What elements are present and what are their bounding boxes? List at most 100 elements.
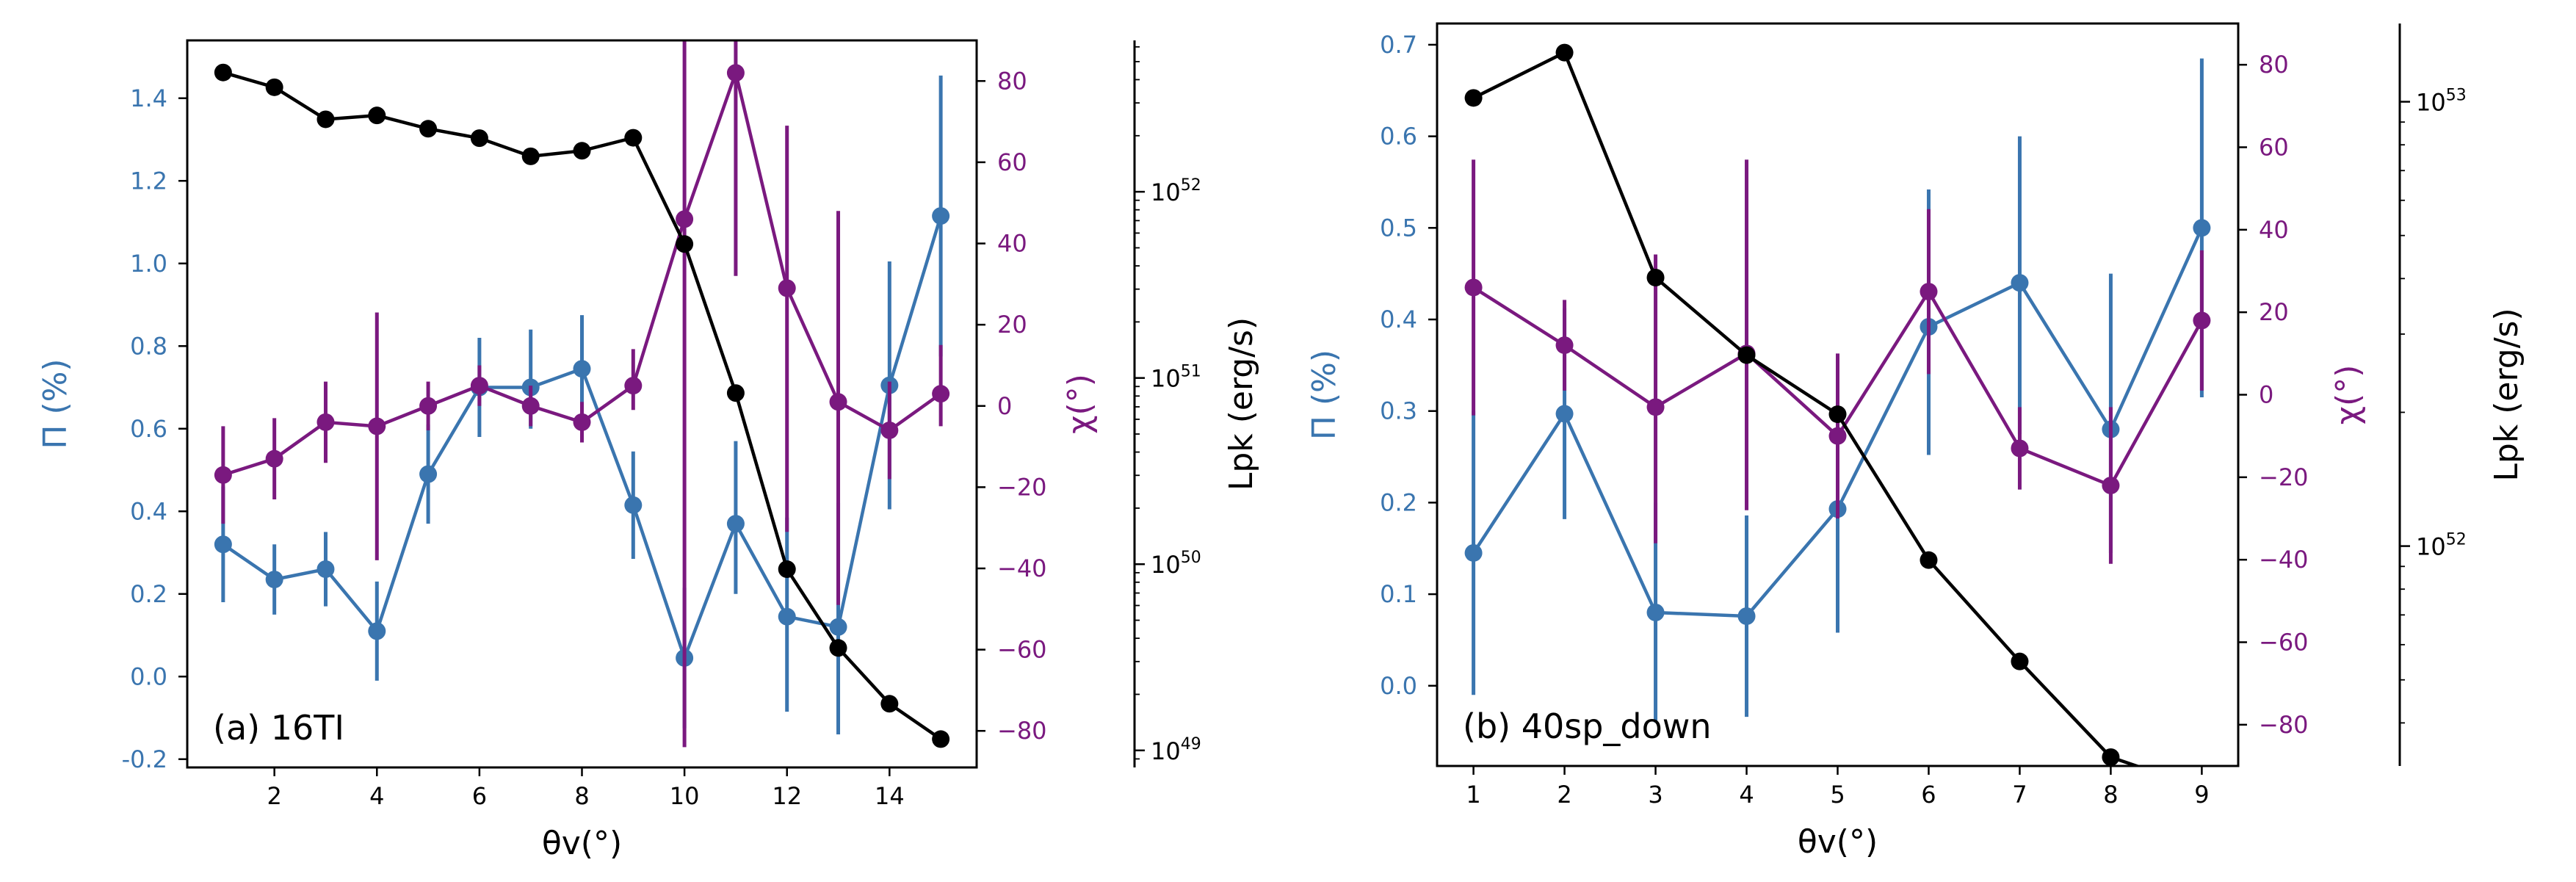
x-tick-label: 2 xyxy=(267,782,281,810)
pi-point xyxy=(1737,607,1756,626)
pi-point xyxy=(419,465,438,483)
panel-b: 1 2 3 4 5 6 7 8 9 θv(°) 0.0 0.1 0.2 0.3 0.4 0.5 0.6 0.7 Π … xyxy=(1306,22,2525,861)
chi-point xyxy=(676,210,694,228)
pi-tick-label: 0.5 xyxy=(1380,214,1417,242)
chi-tick-label: 20 xyxy=(2259,298,2289,326)
chi-point xyxy=(1464,278,1483,297)
pi-point xyxy=(2193,219,2211,237)
lpk-axis-label: Lpk (erg/s) xyxy=(2488,308,2525,481)
series-lpk xyxy=(214,63,950,748)
chi-point xyxy=(470,377,488,395)
x-tick-label: 3 xyxy=(1648,781,1663,809)
lpk-tick-label: 1053 xyxy=(2416,87,2467,117)
pi-point xyxy=(2011,274,2029,292)
pi-tick-label: 1.4 xyxy=(130,84,167,112)
lpk-point xyxy=(1646,269,1665,287)
pi-tick-label: 0.4 xyxy=(1380,306,1417,333)
pi-tick-label: 0.2 xyxy=(130,580,167,608)
lpk-point xyxy=(368,106,386,125)
pi-tick-label: 0.0 xyxy=(1380,672,1417,700)
chi-point xyxy=(1920,283,1938,301)
chi-tick-label: −40 xyxy=(2259,546,2309,574)
chi-point xyxy=(2011,439,2029,458)
chi-tick-label: −40 xyxy=(997,554,1047,582)
x-tick-label: 4 xyxy=(1739,781,1754,809)
chi-tick-label: −60 xyxy=(997,636,1047,664)
lpk-point xyxy=(624,129,643,147)
pi-tick-label: 0.7 xyxy=(1380,31,1417,59)
chi-tick-label: −60 xyxy=(2259,629,2309,657)
series-lpk xyxy=(1464,43,2142,766)
pi-point xyxy=(316,560,335,578)
lpk-point xyxy=(778,560,796,579)
lpk-tick-label: 1051 xyxy=(1151,363,1201,393)
plot-area xyxy=(214,40,950,748)
chi-point xyxy=(932,385,950,403)
lpk-tick-label: 1049 xyxy=(1151,735,1201,765)
pi-point xyxy=(932,207,950,225)
chi-point xyxy=(880,421,899,439)
lpk-point xyxy=(1737,346,1756,364)
chi-point xyxy=(316,413,335,431)
chi-point xyxy=(265,449,283,468)
lpk-tick-base: 10 xyxy=(1151,737,1181,765)
pi-point xyxy=(1646,604,1665,622)
x-axis-label: θv(°) xyxy=(542,825,622,862)
chi-point xyxy=(624,377,643,395)
x-tick-label: 6 xyxy=(1921,781,1936,809)
lpk-point xyxy=(214,63,232,82)
chi-tick-label: 60 xyxy=(997,148,1027,176)
lpk-tick-base: 10 xyxy=(1151,551,1181,579)
chi-tick-label: −80 xyxy=(997,717,1047,745)
lpk-point xyxy=(676,235,694,253)
lpk-point xyxy=(573,142,591,160)
lpk-point xyxy=(726,384,745,402)
x-tick-label: 1 xyxy=(1466,781,1480,809)
chi-point xyxy=(2102,477,2120,495)
lpk-tick-base: 10 xyxy=(1151,365,1181,393)
lpk-point xyxy=(1920,551,1938,569)
chi-point xyxy=(573,413,591,431)
chi-tick-label: 20 xyxy=(997,311,1027,339)
lpk-tick-label: 1052 xyxy=(2416,531,2467,561)
panel-label: (a) 16TI xyxy=(213,708,344,748)
chi-tick-label: 40 xyxy=(2259,216,2289,244)
pi-point xyxy=(778,607,796,626)
x-tick-label: 7 xyxy=(2012,781,2027,809)
lpk-point xyxy=(1555,43,1574,62)
chi-point xyxy=(1555,336,1574,355)
lpk-point xyxy=(2102,748,2120,766)
pi-point xyxy=(726,515,745,533)
lpk-tick-exponent: 52 xyxy=(2446,531,2467,549)
series-chi xyxy=(214,40,950,748)
chi-tick-label: −20 xyxy=(2259,463,2309,491)
pi-tick-label: 0.8 xyxy=(130,332,167,360)
chi-point xyxy=(726,64,745,82)
chi-point xyxy=(1646,398,1665,416)
x-tick-label: 5 xyxy=(1830,781,1845,809)
lpk-point xyxy=(1464,89,1483,107)
x-tick-label: 12 xyxy=(772,782,802,810)
lpk-tick-label: 1052 xyxy=(1151,176,1201,206)
chi-axis-label: χ(°) xyxy=(1061,374,1099,434)
chi-tick-label: −20 xyxy=(997,473,1047,501)
chi-point xyxy=(368,417,386,435)
x-tick-label: 14 xyxy=(875,782,905,810)
lpk-tick-exponent: 51 xyxy=(1181,363,1201,381)
lpk-point xyxy=(419,120,438,138)
lpk-point xyxy=(2011,652,2029,670)
chi-point xyxy=(521,397,540,415)
lpk-tick-base: 10 xyxy=(2416,533,2446,561)
chi-tick-label: 0 xyxy=(2259,381,2273,409)
lpk-axis-label: Lpk (erg/s) xyxy=(1223,317,1260,491)
pi-tick-label: 1.2 xyxy=(130,167,167,195)
lpk-point xyxy=(521,147,540,165)
pi-tick-label: 0.0 xyxy=(130,662,167,690)
pi-point xyxy=(1464,543,1483,562)
series-chi xyxy=(1464,159,2211,564)
chi-point xyxy=(778,279,796,297)
pi-point xyxy=(829,618,847,636)
chi-point xyxy=(1828,427,1847,445)
